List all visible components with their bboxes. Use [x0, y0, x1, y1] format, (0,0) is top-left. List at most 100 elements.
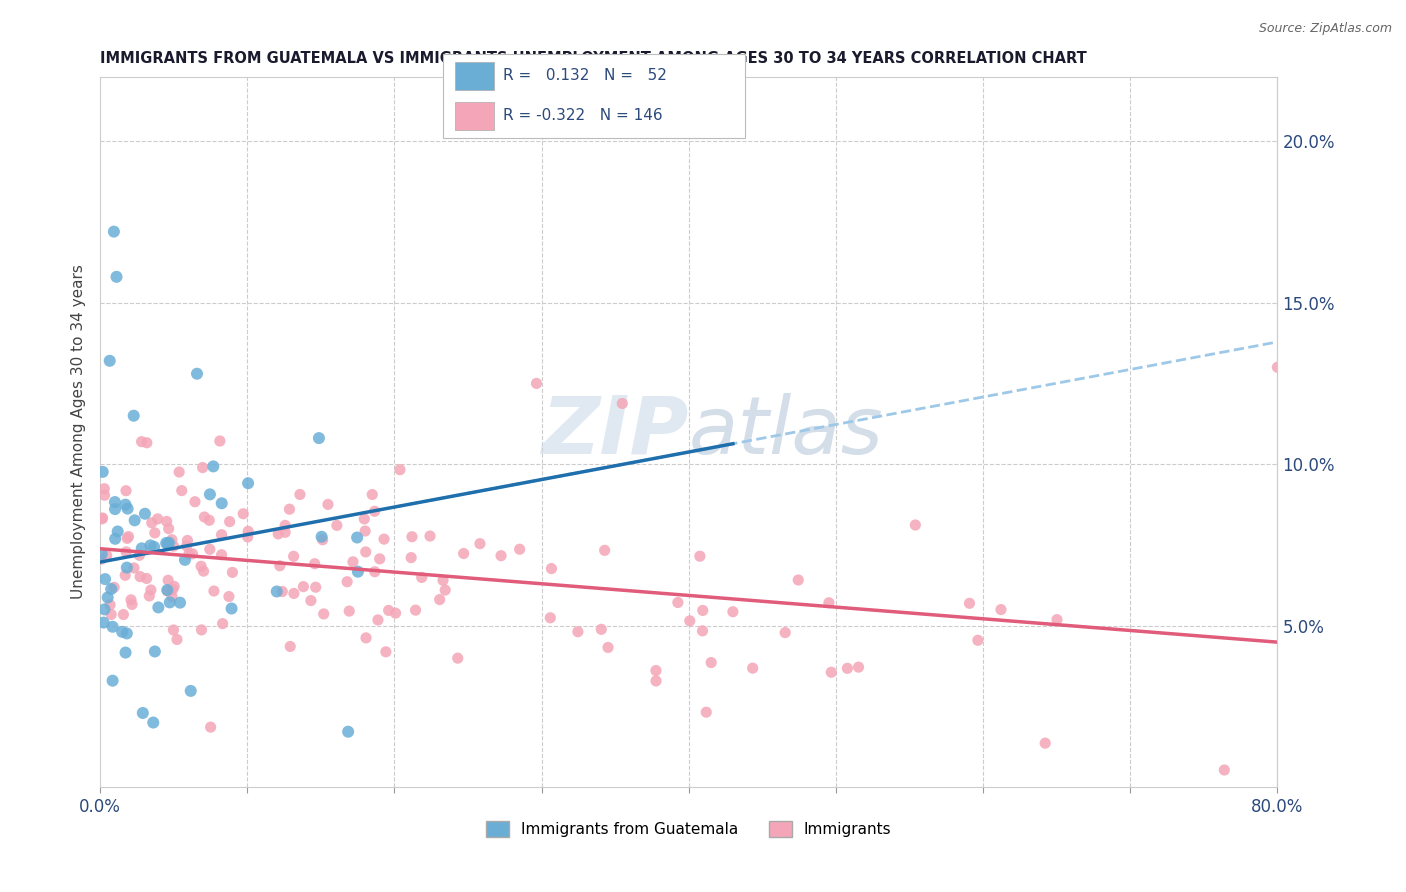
- Point: [741, 661, 763, 675]
- Point: [266, 584, 288, 599]
- Point: [299, 593, 322, 607]
- Point: [202, 584, 225, 599]
- Point: [666, 595, 689, 609]
- Point: [156, 584, 179, 599]
- Point: [211, 496, 233, 510]
- Point: [363, 504, 385, 518]
- Point: [429, 592, 451, 607]
- Point: [157, 535, 180, 549]
- Point: [176, 539, 198, 553]
- Point: [304, 557, 326, 571]
- Point: [115, 560, 138, 574]
- Point: [138, 589, 160, 603]
- Point: [115, 626, 138, 640]
- Text: Source: ZipAtlas.com: Source: ZipAtlas.com: [1258, 22, 1392, 36]
- Point: [837, 661, 859, 675]
- Point: [342, 555, 364, 569]
- Point: [202, 459, 225, 474]
- Point: [93, 602, 115, 616]
- Point: [368, 551, 391, 566]
- Point: [274, 518, 297, 533]
- Point: [135, 571, 157, 585]
- Point: [373, 532, 395, 546]
- Point: [104, 502, 127, 516]
- Point: [787, 573, 810, 587]
- Point: [104, 495, 127, 509]
- Point: [1046, 613, 1069, 627]
- Point: [278, 502, 301, 516]
- Point: [453, 547, 475, 561]
- Point: [184, 494, 207, 508]
- Point: [91, 465, 114, 479]
- Point: [540, 561, 562, 575]
- Point: [721, 605, 744, 619]
- Point: [1267, 360, 1289, 375]
- Point: [311, 530, 333, 544]
- Point: [129, 569, 152, 583]
- Text: atlas: atlas: [689, 392, 883, 471]
- Point: [221, 566, 243, 580]
- Point: [122, 561, 145, 575]
- Point: [157, 574, 180, 588]
- Point: [93, 488, 115, 502]
- Point: [337, 604, 360, 618]
- Point: [218, 515, 240, 529]
- Point: [959, 596, 981, 610]
- Point: [211, 548, 233, 562]
- Point: [384, 606, 406, 620]
- Point: [361, 487, 384, 501]
- Point: [346, 531, 368, 545]
- Point: [700, 656, 723, 670]
- Point: [121, 598, 143, 612]
- Point: [103, 225, 125, 239]
- Point: [180, 684, 202, 698]
- Point: [131, 541, 153, 556]
- Point: [114, 646, 136, 660]
- Point: [292, 580, 315, 594]
- Point: [94, 572, 117, 586]
- Point: [596, 640, 619, 655]
- Point: [447, 651, 470, 665]
- Point: [904, 518, 927, 533]
- Point: [311, 533, 333, 547]
- Point: [162, 623, 184, 637]
- Point: [337, 724, 360, 739]
- Point: [283, 549, 305, 564]
- Point: [128, 549, 150, 563]
- Point: [236, 530, 259, 544]
- Point: [131, 434, 153, 449]
- Point: [156, 515, 179, 529]
- Point: [238, 524, 260, 539]
- Point: [93, 482, 115, 496]
- Point: [773, 625, 796, 640]
- Point: [146, 512, 169, 526]
- Point: [679, 614, 702, 628]
- Point: [115, 545, 138, 559]
- Point: [103, 580, 125, 594]
- Point: [135, 435, 157, 450]
- Point: [347, 565, 370, 579]
- Point: [156, 537, 179, 551]
- Point: [308, 431, 330, 445]
- Point: [105, 269, 128, 284]
- Point: [101, 620, 124, 634]
- Point: [208, 434, 231, 448]
- Point: [288, 487, 311, 501]
- Point: [98, 598, 121, 612]
- Point: [107, 524, 129, 539]
- Point: [120, 592, 142, 607]
- Point: [354, 545, 377, 559]
- Point: [509, 542, 531, 557]
- Point: [353, 512, 375, 526]
- Point: [432, 574, 454, 588]
- Y-axis label: Unemployment Among Ages 30 to 34 years: Unemployment Among Ages 30 to 34 years: [72, 264, 86, 599]
- Point: [336, 574, 359, 589]
- Point: [232, 507, 254, 521]
- Point: [190, 623, 212, 637]
- Point: [167, 465, 190, 479]
- Point: [117, 530, 139, 544]
- Point: [91, 511, 114, 525]
- Point: [104, 532, 127, 546]
- Point: [163, 579, 186, 593]
- Point: [399, 550, 422, 565]
